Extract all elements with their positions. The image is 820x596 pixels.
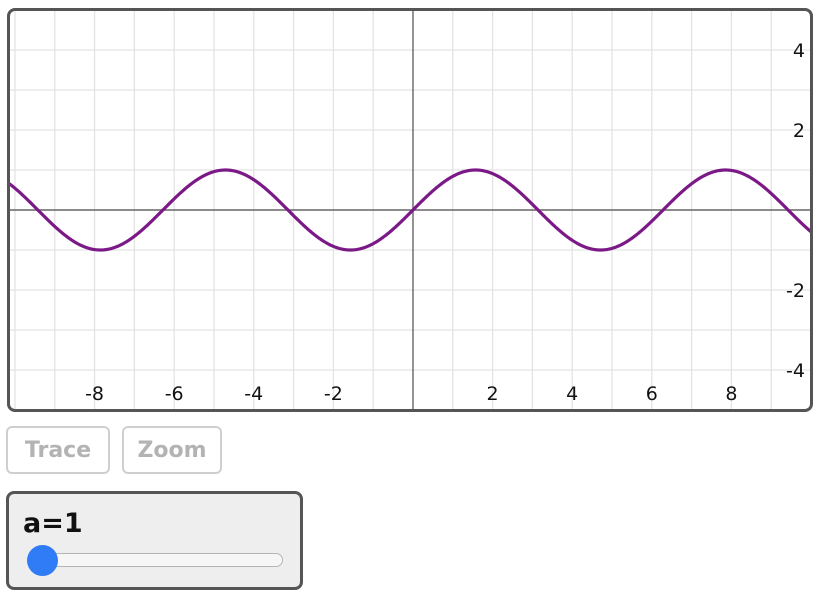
- y-tick-label: 2: [793, 120, 805, 142]
- y-tick-label: -2: [786, 280, 805, 302]
- zoom-button[interactable]: Zoom: [122, 426, 222, 474]
- slider-thumb[interactable]: [27, 545, 58, 576]
- x-tick-label: 6: [646, 383, 658, 405]
- sine-curve: [10, 168, 810, 252]
- tick-labels: -8 -6 -4 -2 2 4 6 8 4 2 -2 -4: [85, 40, 805, 405]
- graph-panel[interactable]: -8 -6 -4 -2 2 4 6 8 4 2 -2 -4: [7, 8, 813, 412]
- x-tick-label: 2: [487, 383, 499, 405]
- x-tick-label: -2: [324, 383, 343, 405]
- y-tick-label: -4: [786, 360, 805, 382]
- x-tick-label: -6: [165, 383, 184, 405]
- x-tick-label: -8: [85, 383, 104, 405]
- slider-panel: a=1: [6, 491, 303, 590]
- slider-track[interactable]: [35, 553, 283, 567]
- graph-canvas[interactable]: -8 -6 -4 -2 2 4 6 8 4 2 -2 -4: [7, 8, 813, 412]
- y-tick-label: 4: [793, 40, 805, 62]
- x-tick-label: 4: [566, 383, 578, 405]
- x-tick-label: -4: [244, 383, 263, 405]
- x-tick-label: 8: [725, 383, 737, 405]
- trace-button[interactable]: Trace: [6, 426, 110, 474]
- slider-label: a=1: [23, 508, 83, 539]
